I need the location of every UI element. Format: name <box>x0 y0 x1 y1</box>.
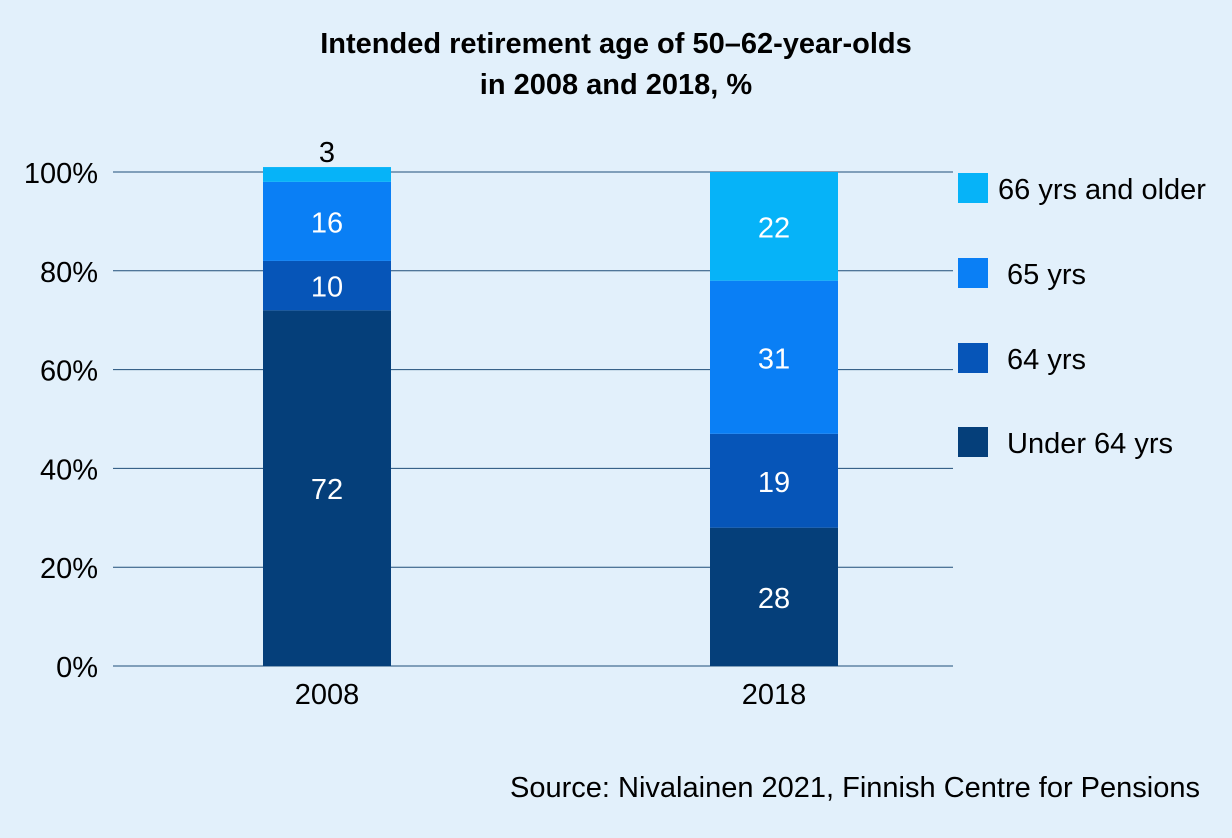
x-tick-label: 2018 <box>742 679 807 711</box>
data-label: 22 <box>758 212 790 244</box>
chart-title-line-1: Intended retirement age of 50–62-year-ol… <box>320 28 912 60</box>
legend-swatch <box>958 427 988 457</box>
data-label: 19 <box>758 467 790 499</box>
bar-segment <box>263 260 391 311</box>
y-tick-label: 100% <box>24 158 98 190</box>
legend-swatch <box>958 258 988 288</box>
legend-label: 64 yrs <box>1007 344 1086 376</box>
data-label: 10 <box>311 272 343 304</box>
bar-segment <box>263 310 391 666</box>
legend-label: 66 yrs and older <box>998 174 1206 206</box>
legend-label: Under 64 yrs <box>1007 428 1173 460</box>
legend-label: 65 yrs <box>1007 259 1086 291</box>
bar-segment <box>710 280 838 434</box>
bar-segment <box>263 167 391 182</box>
bar-segment <box>263 181 391 261</box>
data-label: 28 <box>758 583 790 615</box>
y-tick-label: 20% <box>40 553 98 585</box>
y-tick-label: 40% <box>40 454 98 486</box>
bar-segment <box>710 527 838 666</box>
y-tick-label: 60% <box>40 356 98 388</box>
chart-title-line-2: in 2008 and 2018, % <box>479 69 753 101</box>
data-label: 3 <box>319 137 335 169</box>
bar-segment <box>710 433 838 528</box>
data-label: 31 <box>758 343 790 375</box>
bar-segment <box>710 172 838 281</box>
y-tick-label: 0% <box>56 652 98 684</box>
legend-swatch <box>958 343 988 373</box>
source-note: Source: Nivalainen 2021, Finnish Centre … <box>510 772 1200 804</box>
legend-swatch <box>958 173 988 203</box>
chart-title: Intended retirement age of 50–62-year-ol… <box>0 24 1232 106</box>
data-label: 72 <box>311 474 343 506</box>
y-tick-label: 80% <box>40 257 98 289</box>
x-tick-label: 2008 <box>295 679 360 711</box>
data-label: 16 <box>311 207 343 239</box>
